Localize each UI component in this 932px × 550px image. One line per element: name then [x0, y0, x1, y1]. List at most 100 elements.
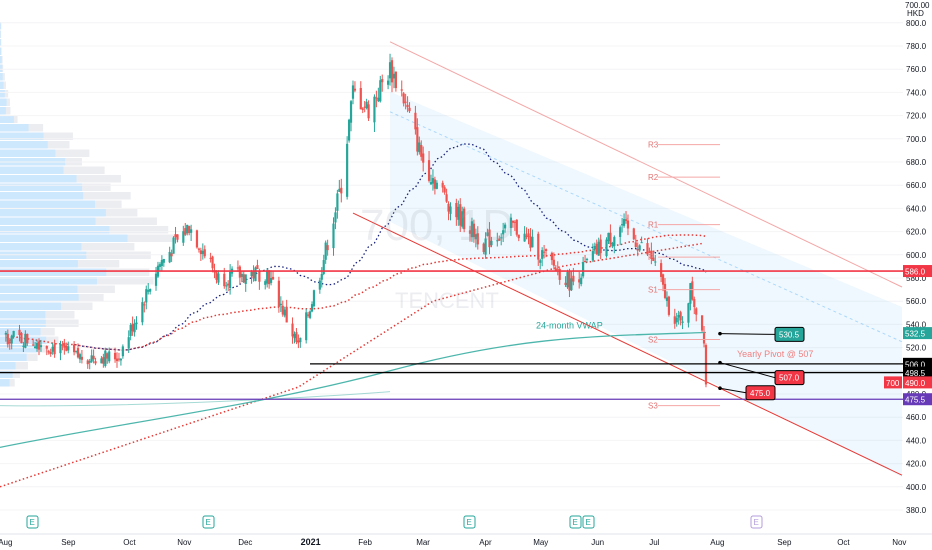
candle-body: [390, 60, 394, 83]
x-tick-label: Aug: [710, 538, 724, 547]
candle-body: [408, 107, 411, 112]
candle-body: [585, 258, 589, 260]
callout-anchor: [718, 386, 722, 391]
candle-body: [459, 204, 462, 226]
candle-body: [18, 329, 21, 336]
candle-body: [318, 280, 321, 290]
candle-body: [476, 233, 479, 245]
candle-body: [400, 89, 403, 91]
earnings-marker[interactable]: [202, 515, 215, 529]
candle-body: [324, 242, 327, 260]
profile-bar: [0, 370, 13, 378]
candle-body: [12, 330, 15, 337]
candle-body: [500, 237, 503, 239]
axis-badge: [903, 327, 932, 340]
candle-body: [266, 270, 269, 284]
earnings-marker[interactable]: [463, 515, 476, 529]
callout-text: 507.0: [779, 374, 800, 383]
profile-bar: [2, 64, 4, 72]
pivot-label: R2: [648, 173, 659, 182]
profile-bar: [3, 81, 6, 89]
x-tick-label: 2021: [301, 537, 321, 547]
candle-body: [611, 242, 614, 247]
candle-body: [209, 257, 212, 259]
profile-bar: [109, 226, 169, 234]
candle-body: [117, 358, 121, 360]
vwap-line: [0, 331, 706, 448]
candle-body: [258, 271, 261, 282]
candle-body: [572, 275, 575, 282]
candle-body: [65, 345, 68, 351]
candle-body: [149, 288, 152, 292]
price-axis-bg: [903, 0, 932, 515]
profile-bar: [0, 73, 3, 81]
candle-body: [215, 271, 218, 280]
candle-body: [511, 220, 515, 223]
candle-body: [353, 88, 357, 91]
y-tick-label: 560.0: [906, 297, 927, 306]
candle-body: [59, 344, 62, 354]
profile-bar: [82, 183, 111, 191]
profile-bar: [45, 311, 75, 319]
y-tick-label: 740.0: [906, 88, 927, 97]
candle-body: [673, 316, 676, 324]
candle-body: [605, 239, 608, 257]
pivot-label: S2: [648, 335, 658, 344]
candle-body: [661, 274, 665, 285]
y-tick-label: 600.0: [906, 251, 927, 260]
candle-body: [240, 273, 243, 277]
name-watermark: TENCENT: [395, 288, 499, 313]
candle-body: [613, 237, 616, 246]
profile-bar: [0, 22, 1, 30]
y-tick-label: 680.0: [906, 158, 927, 167]
candle-body: [482, 243, 485, 253]
candle-body: [80, 356, 84, 360]
x-tick-label: Sep: [777, 538, 792, 547]
profile-bar: [0, 141, 48, 149]
profile-bar: [0, 175, 77, 183]
candle-body: [570, 278, 573, 291]
candle-body: [340, 187, 343, 194]
chart-grid: [0, 22, 903, 511]
profile-bar: [4, 90, 9, 98]
candle-body: [121, 346, 124, 357]
profile-bar: [46, 336, 59, 344]
candle-body: [347, 119, 351, 141]
axis-badge: [903, 393, 932, 406]
profile-bar: [0, 124, 29, 132]
candle-body: [667, 296, 671, 315]
y-tick-label: 760.0: [906, 65, 927, 74]
candle-body: [591, 251, 594, 261]
y-tick-label: 380.0: [906, 506, 927, 515]
x-tick-label: Apr: [479, 538, 492, 547]
candle-body: [650, 250, 653, 260]
earnings-marker[interactable]: [26, 515, 39, 529]
candle-body: [78, 354, 82, 360]
candle-body: [443, 187, 446, 193]
candle-body: [359, 87, 362, 110]
candle-body: [269, 277, 273, 283]
profile-bar: [0, 115, 14, 123]
candle-body: [414, 112, 417, 130]
profile-bar: [0, 217, 96, 225]
earnings-marker[interactable]: [569, 515, 582, 529]
candle-body: [447, 203, 450, 212]
candlesticks: [4, 53, 708, 388]
candle-body: [334, 212, 337, 223]
candle-body: [35, 343, 39, 349]
candle-body: [250, 271, 253, 277]
candle-body: [406, 104, 409, 108]
profile-bar: [0, 149, 56, 157]
callout-text: 475.0: [750, 389, 771, 398]
profile-bar: [63, 166, 105, 174]
profile-bar: [5, 107, 11, 115]
candle-body: [211, 256, 214, 269]
candle-body: [186, 224, 189, 234]
profile-bar: [0, 56, 2, 64]
earnings-marker[interactable]: [750, 515, 763, 529]
profile-bar: [0, 362, 16, 370]
earnings-marker[interactable]: [582, 515, 595, 529]
candle-body: [8, 341, 11, 344]
callout-pointer: [719, 333, 776, 335]
candle-body: [578, 279, 581, 283]
